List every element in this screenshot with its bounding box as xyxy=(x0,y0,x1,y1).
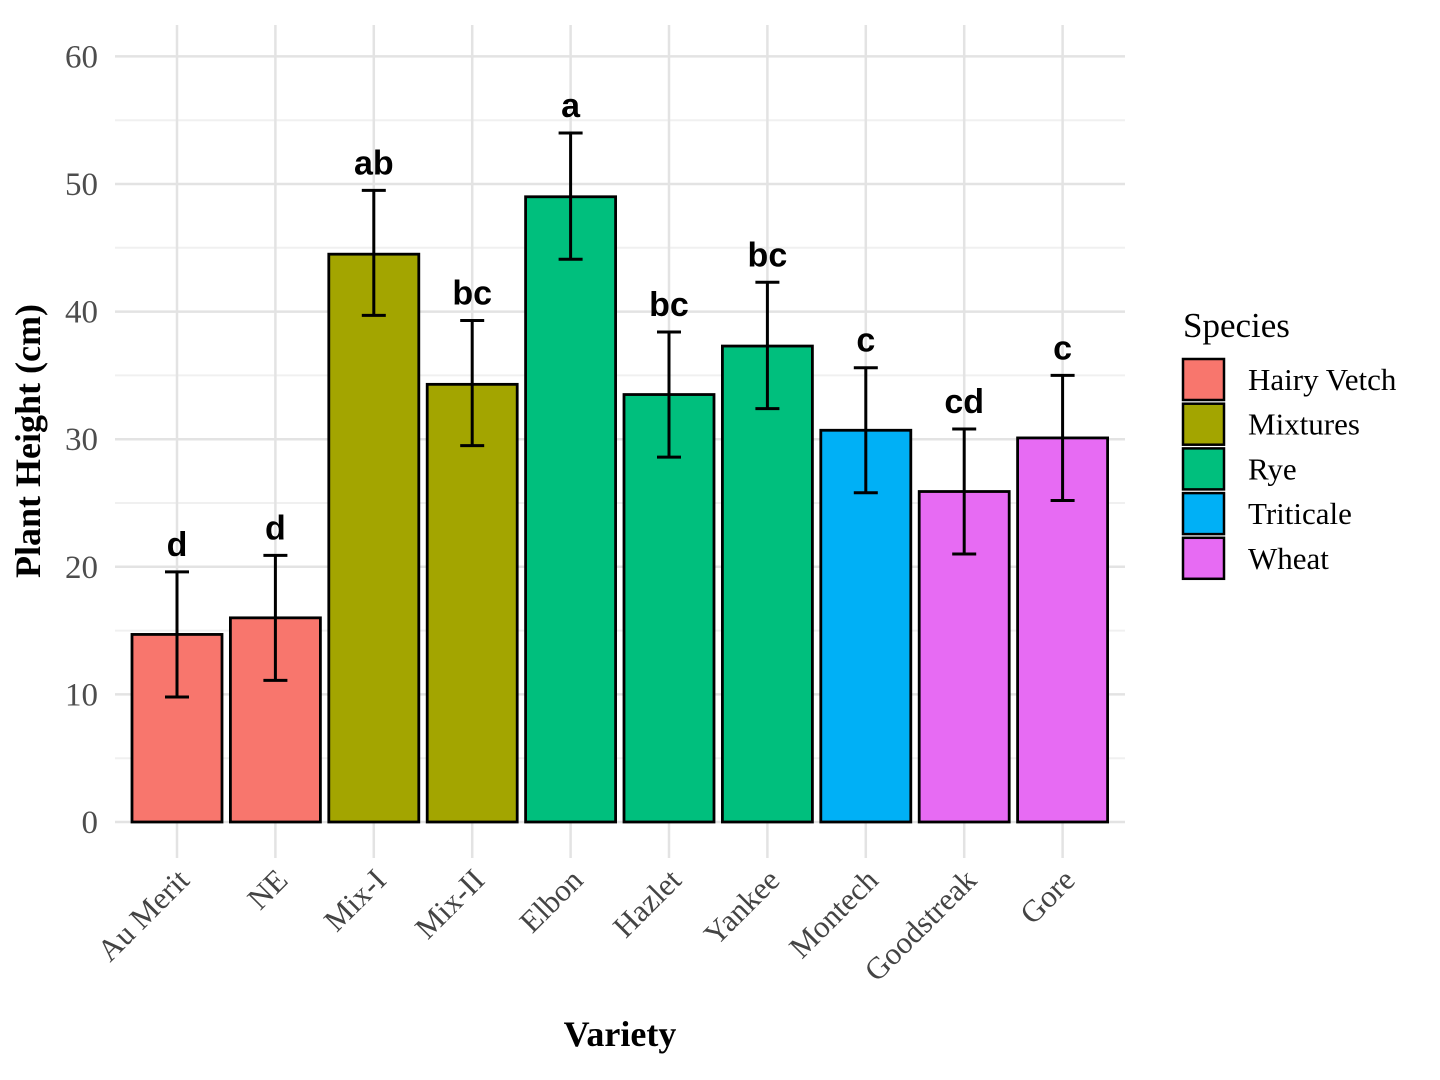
legend-swatch-rye xyxy=(1181,447,1226,491)
x-tick-label-ne: NE xyxy=(240,862,294,916)
legend-entry-wheat: Wheat xyxy=(1181,536,1329,581)
x-tick-label-montech: Montech xyxy=(782,862,885,965)
legend-entries: Hairy Vetch Mixtures Rye Triticale Wheat xyxy=(1181,357,1397,581)
sig-letter-mix-i: ab xyxy=(354,144,394,182)
significance-letters: d d ab bc a bc bc c cd c xyxy=(167,87,1072,564)
bar-mix-ii xyxy=(425,382,519,824)
sig-letter-hazlet: bc xyxy=(649,286,689,324)
legend-label-wheat: Wheat xyxy=(1248,541,1329,576)
y-axis-tick-labels: 0 10 20 30 40 50 60 xyxy=(65,39,98,841)
error-bar-yankee xyxy=(755,280,780,411)
error-bar-goodstreak xyxy=(952,427,977,556)
bars xyxy=(130,195,1109,824)
legend-entry-mixtures: Mixtures xyxy=(1181,402,1360,446)
legend-entry-hairy-vetch: Hairy Vetch xyxy=(1181,357,1397,402)
sig-letter-elbon: a xyxy=(561,87,581,125)
x-tick-label-yankee: Yankee xyxy=(697,862,786,951)
error-bar-gore xyxy=(1050,373,1075,502)
error-bar-montech xyxy=(853,366,878,495)
legend-label-mixtures: Mixtures xyxy=(1248,407,1360,442)
x-axis-tick-labels: Au Merit NE Mix-I Mix-II Elbon Hazlet YankeeMo… xyxy=(90,862,1081,988)
bar-hazlet xyxy=(622,393,716,824)
legend-label-rye: Rye xyxy=(1248,451,1297,486)
bar-montech xyxy=(819,428,913,824)
error-bar-au-merit xyxy=(165,570,189,699)
legend-title: Species xyxy=(1183,306,1290,345)
error-bar-mix-i xyxy=(361,188,386,317)
x-tick-label-elbon: Elbon xyxy=(512,862,589,939)
legend-entry-triticale: Triticale xyxy=(1181,491,1352,536)
y-tick-label-60: 60 xyxy=(65,39,98,75)
x-axis-title: Variety xyxy=(564,1014,677,1054)
x-tick-label-mix-i: Mix-I xyxy=(317,862,393,938)
sig-letter-mix-ii: bc xyxy=(452,275,492,313)
bar-mix-i xyxy=(327,252,421,824)
legend-swatch-triticale xyxy=(1181,491,1226,536)
error-bar-ne xyxy=(263,553,288,682)
legend-swatch-wheat xyxy=(1181,536,1226,581)
error-bar-mix-ii xyxy=(460,319,485,448)
error-bar-hazlet xyxy=(657,330,681,459)
legend-label-triticale: Triticale xyxy=(1248,496,1352,531)
x-tick-label-mix-ii: Mix-II xyxy=(408,862,491,945)
sig-letter-gore: c xyxy=(1053,329,1072,367)
bar-elbon xyxy=(524,195,617,824)
legend: Species Hairy Vetch Mixtures Rye Triticale W… xyxy=(1181,306,1397,581)
sig-letter-goodstreak: cd xyxy=(944,383,984,421)
bar-yankee xyxy=(721,344,814,824)
x-tick-label-hazlet: Hazlet xyxy=(606,862,688,944)
sig-letter-au-merit: d xyxy=(167,526,188,564)
y-tick-label-0: 0 xyxy=(82,805,99,841)
legend-swatch-hairy-vetch xyxy=(1181,357,1226,402)
x-tick-label-au-merit: Au Merit xyxy=(90,862,196,968)
legend-swatch-mixtures xyxy=(1181,402,1226,446)
error-bar-elbon xyxy=(558,131,583,261)
y-tick-label-10: 10 xyxy=(65,677,98,713)
sig-letter-ne: d xyxy=(265,509,286,547)
y-tick-label-30: 30 xyxy=(65,422,98,458)
legend-entry-rye: Rye xyxy=(1181,447,1297,491)
error-bars xyxy=(165,131,1075,699)
y-tick-label-40: 40 xyxy=(65,295,98,331)
sig-letter-montech: c xyxy=(856,322,875,360)
y-axis-title: Plant Height (cm) xyxy=(8,304,48,578)
x-tick-label-gore: Gore xyxy=(1013,862,1082,931)
legend-label-hairy-vetch: Hairy Vetch xyxy=(1248,362,1397,397)
y-tick-label-50: 50 xyxy=(65,167,98,203)
y-tick-label-20: 20 xyxy=(65,550,98,586)
sig-letter-yankee: bc xyxy=(748,236,788,274)
